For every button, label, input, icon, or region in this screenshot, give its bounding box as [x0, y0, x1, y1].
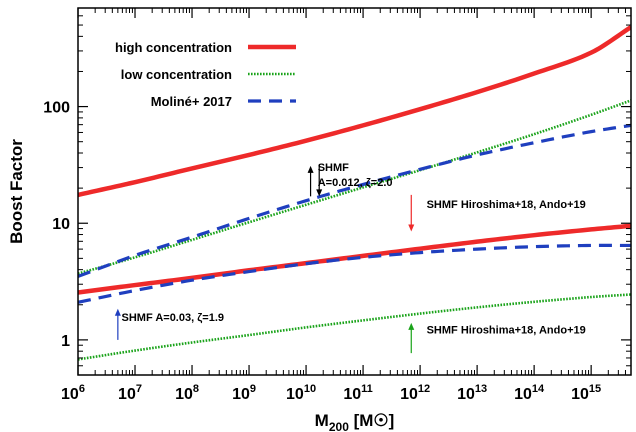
- annotation-arrow: [114, 308, 121, 340]
- y-tick-label: 100: [43, 100, 70, 117]
- y-tick-label: 10: [52, 216, 70, 233]
- series-line-1: [78, 99, 631, 275]
- x-tick-label: 1012: [400, 383, 430, 403]
- x-tick-base: 10: [400, 386, 418, 403]
- x-tick-exponent: 12: [418, 383, 430, 395]
- series-line-2: [78, 123, 631, 278]
- annotation-arrow: [408, 194, 415, 232]
- arrow-head: [114, 308, 121, 316]
- x-tick-label: 1015: [571, 383, 601, 403]
- x-tick-exponent: 10: [304, 383, 316, 395]
- annotation-text: SHMF: [318, 162, 349, 174]
- x-axis-title: M200 [M☉]: [315, 411, 395, 432]
- arrow-head: [408, 224, 415, 232]
- x-tick-base: 10: [175, 386, 193, 403]
- x-tick-label: 1013: [457, 383, 487, 403]
- x-tick-exponent: 8: [193, 383, 199, 395]
- series-line-4: [78, 293, 631, 361]
- arrow-head: [408, 322, 415, 330]
- annotation-arrow: [316, 165, 323, 197]
- x-tick-exponent: 13: [475, 383, 487, 395]
- annotation-arrow: [307, 165, 314, 197]
- x-tick-label: 107: [118, 383, 142, 403]
- annotation-arrow: [408, 322, 415, 354]
- annotation-layer: SHMF A=0.012, ζ=2.0 SHMF Hiroshima+18, And…: [122, 162, 586, 337]
- x-tick-base: 10: [343, 386, 361, 403]
- x-tick-label: 1014: [514, 383, 545, 403]
- arrow-head: [307, 165, 314, 173]
- series-line-3: [78, 223, 631, 295]
- annotation-text: A=0.012, ζ=2.0: [318, 177, 393, 189]
- x-tick-base: 10: [61, 386, 79, 403]
- x-tick-base: 10: [118, 386, 136, 403]
- x-axis-title-sub: 200: [329, 420, 349, 432]
- x-tick-label: 108: [175, 383, 199, 403]
- series-line-0: [78, 25, 631, 198]
- arrow-head: [316, 189, 323, 197]
- legend: high concentration low concentration Molin…: [115, 40, 296, 109]
- y-axis-title: Boost Factor: [7, 139, 26, 244]
- x-tick-label: 109: [232, 383, 256, 403]
- x-tick-base: 10: [286, 386, 304, 403]
- x-tick-exponent: 11: [361, 383, 373, 395]
- x-tick-base: 10: [232, 386, 250, 403]
- annotation-text: SHMF Hiroshima+18, Ando+19: [427, 325, 586, 337]
- x-axis-title-main: M: [315, 411, 329, 430]
- x-tick-label: 106: [61, 383, 85, 403]
- x-tick-label: 1011: [343, 383, 372, 403]
- legend-label: low concentration: [121, 67, 232, 82]
- x-tick-base: 10: [571, 386, 589, 403]
- x-tick-exponent: 15: [589, 383, 601, 395]
- annotation-text: SHMF A=0.03, ζ=1.9: [122, 312, 224, 324]
- x-axis-title-unit: [M☉]: [349, 411, 394, 430]
- y-tick-label: 1: [61, 333, 70, 350]
- arrow-layer: [114, 165, 415, 354]
- series-layer: [78, 25, 631, 361]
- legend-label: high concentration: [115, 40, 232, 55]
- legend-label: Moliné+ 2017: [151, 94, 232, 109]
- annotation-text: SHMF Hiroshima+18, Ando+19: [427, 199, 586, 211]
- x-tick-base: 10: [514, 386, 532, 403]
- series-line-5: [78, 243, 631, 304]
- x-tick-exponent: 7: [136, 383, 142, 395]
- x-tick-exponent: 9: [250, 383, 256, 395]
- x-tick-exponent: 14: [532, 383, 545, 395]
- x-tick-label: 1010: [286, 383, 316, 403]
- x-tick-base: 10: [457, 386, 475, 403]
- x-tick-exponent: 6: [79, 383, 85, 395]
